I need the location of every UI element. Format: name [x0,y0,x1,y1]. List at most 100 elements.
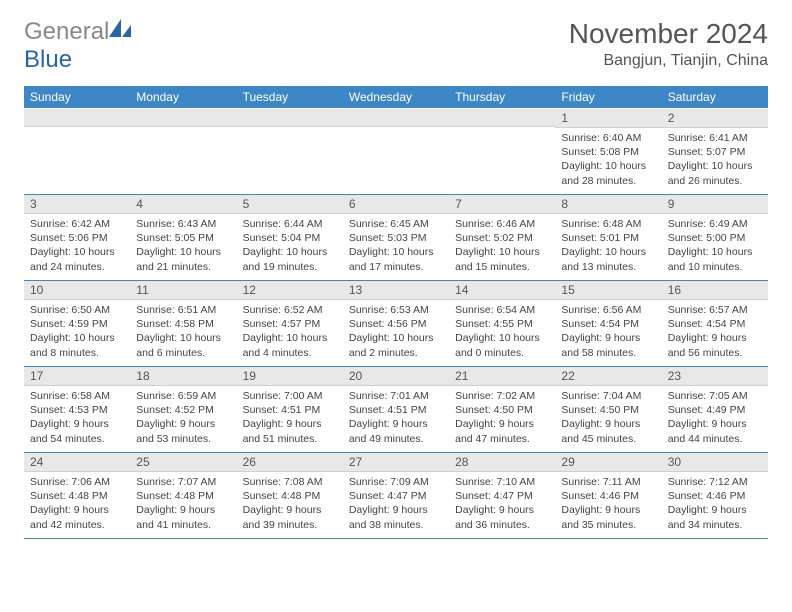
daylight-text: Daylight: 10 hours and 0 minutes. [455,331,549,359]
calendar-cell: 2Sunrise: 6:41 AMSunset: 5:07 PMDaylight… [662,109,768,195]
daylight-text: Daylight: 9 hours and 49 minutes. [349,417,443,445]
calendar-cell: 29Sunrise: 7:11 AMSunset: 4:46 PMDayligh… [555,453,661,539]
daylight-text: Daylight: 9 hours and 39 minutes. [243,503,337,531]
sunset-text: Sunset: 4:47 PM [455,489,549,503]
calendar-week: 3Sunrise: 6:42 AMSunset: 5:06 PMDaylight… [24,195,768,281]
daylight-text: Daylight: 10 hours and 21 minutes. [136,245,230,273]
day-details: Sunrise: 7:01 AMSunset: 4:51 PMDaylight:… [343,386,449,450]
sunrise-text: Sunrise: 6:45 AM [349,217,443,231]
day-number: 5 [237,195,343,214]
day-number: 25 [130,453,236,472]
day-details: Sunrise: 7:04 AMSunset: 4:50 PMDaylight:… [555,386,661,450]
calendar-week: 17Sunrise: 6:58 AMSunset: 4:53 PMDayligh… [24,367,768,453]
calendar-cell: 7Sunrise: 6:46 AMSunset: 5:02 PMDaylight… [449,195,555,281]
sunrise-text: Sunrise: 6:59 AM [136,389,230,403]
daylight-text: Daylight: 10 hours and 19 minutes. [243,245,337,273]
day-details: Sunrise: 6:53 AMSunset: 4:56 PMDaylight:… [343,300,449,364]
day-header: Saturday [662,86,768,109]
calendar-cell: 23Sunrise: 7:05 AMSunset: 4:49 PMDayligh… [662,367,768,453]
day-details: Sunrise: 7:07 AMSunset: 4:48 PMDaylight:… [130,472,236,536]
calendar-cell: 5 Sunrise: 6:44 AMSunset: 5:04 PMDaylight… [237,195,343,281]
calendar-cell: 21Sunrise: 7:02 AMSunset: 4:50 PMDayligh… [449,367,555,453]
day-details: Sunrise: 6:42 AMSunset: 5:06 PMDaylight:… [24,214,130,278]
day-number [343,109,449,127]
sunset-text: Sunset: 4:54 PM [561,317,655,331]
sunset-text: Sunset: 4:49 PM [668,403,762,417]
calendar-cell [343,109,449,195]
calendar-cell: 6Sunrise: 6:45 AMSunset: 5:03 PMDaylight… [343,195,449,281]
daylight-text: Daylight: 9 hours and 47 minutes. [455,417,549,445]
sunset-text: Sunset: 5:04 PM [243,231,337,245]
daylight-text: Daylight: 10 hours and 4 minutes. [243,331,337,359]
daylight-text: Daylight: 9 hours and 56 minutes. [668,331,762,359]
daylight-text: Daylight: 9 hours and 41 minutes. [136,503,230,531]
sunrise-text: Sunrise: 6:46 AM [455,217,549,231]
logo-text: General Blue [24,18,131,74]
header: General Blue November 2024 Bangjun, Tian… [24,18,768,74]
day-number: 29 [555,453,661,472]
day-number: 20 [343,367,449,386]
daylight-text: Daylight: 9 hours and 45 minutes. [561,417,655,445]
daylight-text: Daylight: 9 hours and 36 minutes. [455,503,549,531]
day-number: 22 [555,367,661,386]
calendar-cell: 26Sunrise: 7:08 AMSunset: 4:48 PMDayligh… [237,453,343,539]
sunrise-text: Sunrise: 7:11 AM [561,475,655,489]
sunset-text: Sunset: 5:01 PM [561,231,655,245]
sunset-text: Sunset: 4:51 PM [349,403,443,417]
calendar-cell: 19Sunrise: 7:00 AMSunset: 4:51 PMDayligh… [237,367,343,453]
day-number: 30 [662,453,768,472]
day-number: 8 [555,195,661,214]
calendar-cell: 3Sunrise: 6:42 AMSunset: 5:06 PMDaylight… [24,195,130,281]
day-details: Sunrise: 6:50 AMSunset: 4:59 PMDaylight:… [24,300,130,364]
sunset-text: Sunset: 4:54 PM [668,317,762,331]
sunrise-text: Sunrise: 6:44 AM [243,217,337,231]
sunset-text: Sunset: 5:03 PM [349,231,443,245]
calendar-week: 24Sunrise: 7:06 AMSunset: 4:48 PMDayligh… [24,453,768,539]
day-details: Sunrise: 6:57 AMSunset: 4:54 PMDaylight:… [662,300,768,364]
calendar-week: 10Sunrise: 6:50 AMSunset: 4:59 PMDayligh… [24,281,768,367]
sunset-text: Sunset: 4:46 PM [561,489,655,503]
day-number: 6 [343,195,449,214]
sunset-text: Sunset: 4:50 PM [455,403,549,417]
day-number [24,109,130,127]
calendar-cell: 22Sunrise: 7:04 AMSunset: 4:50 PMDayligh… [555,367,661,453]
day-header: Wednesday [343,86,449,109]
day-number: 11 [130,281,236,300]
logo-part2: Blue [24,46,72,73]
day-details: Sunrise: 6:45 AMSunset: 5:03 PMDaylight:… [343,214,449,278]
day-details: Sunrise: 6:41 AMSunset: 5:07 PMDaylight:… [662,128,768,192]
sunset-text: Sunset: 5:08 PM [561,145,655,159]
daylight-text: Daylight: 10 hours and 28 minutes. [561,159,655,187]
calendar-cell: 11Sunrise: 6:51 AMSunset: 4:58 PMDayligh… [130,281,236,367]
sunrise-text: Sunrise: 7:00 AM [243,389,337,403]
calendar-cell [237,109,343,195]
sunset-text: Sunset: 4:56 PM [349,317,443,331]
calendar-cell: 25Sunrise: 7:07 AMSunset: 4:48 PMDayligh… [130,453,236,539]
day-number: 9 [662,195,768,214]
month-title: November 2024 [569,18,768,50]
sunset-text: Sunset: 4:57 PM [243,317,337,331]
logo: General Blue [24,18,131,74]
day-number: 27 [343,453,449,472]
day-number: 12 [237,281,343,300]
calendar-cell: 17Sunrise: 6:58 AMSunset: 4:53 PMDayligh… [24,367,130,453]
daylight-text: Daylight: 9 hours and 51 minutes. [243,417,337,445]
logo-part1: General [24,18,109,45]
calendar-cell: 12 Sunrise: 6:52 AMSunset: 4:57 PMDayligh… [237,281,343,367]
sunrise-text: Sunrise: 7:04 AM [561,389,655,403]
sunrise-text: Sunrise: 6:52 AM [243,303,337,317]
sunset-text: Sunset: 4:51 PM [243,403,337,417]
sunset-text: Sunset: 5:06 PM [30,231,124,245]
sunset-text: Sunset: 5:05 PM [136,231,230,245]
day-details: Sunrise: 7:09 AMSunset: 4:47 PMDaylight:… [343,472,449,536]
sunrise-text: Sunrise: 7:08 AM [243,475,337,489]
day-number: 1 [555,109,661,128]
day-number: 15 [555,281,661,300]
calendar-cell: 8Sunrise: 6:48 AMSunset: 5:01 PMDaylight… [555,195,661,281]
sunrise-text: Sunrise: 6:50 AM [30,303,124,317]
sunrise-text: Sunrise: 6:54 AM [455,303,549,317]
calendar-cell: 1Sunrise: 6:40 AMSunset: 5:08 PMDaylight… [555,109,661,195]
sunset-text: Sunset: 5:02 PM [455,231,549,245]
daylight-text: Daylight: 10 hours and 24 minutes. [30,245,124,273]
day-number: 28 [449,453,555,472]
